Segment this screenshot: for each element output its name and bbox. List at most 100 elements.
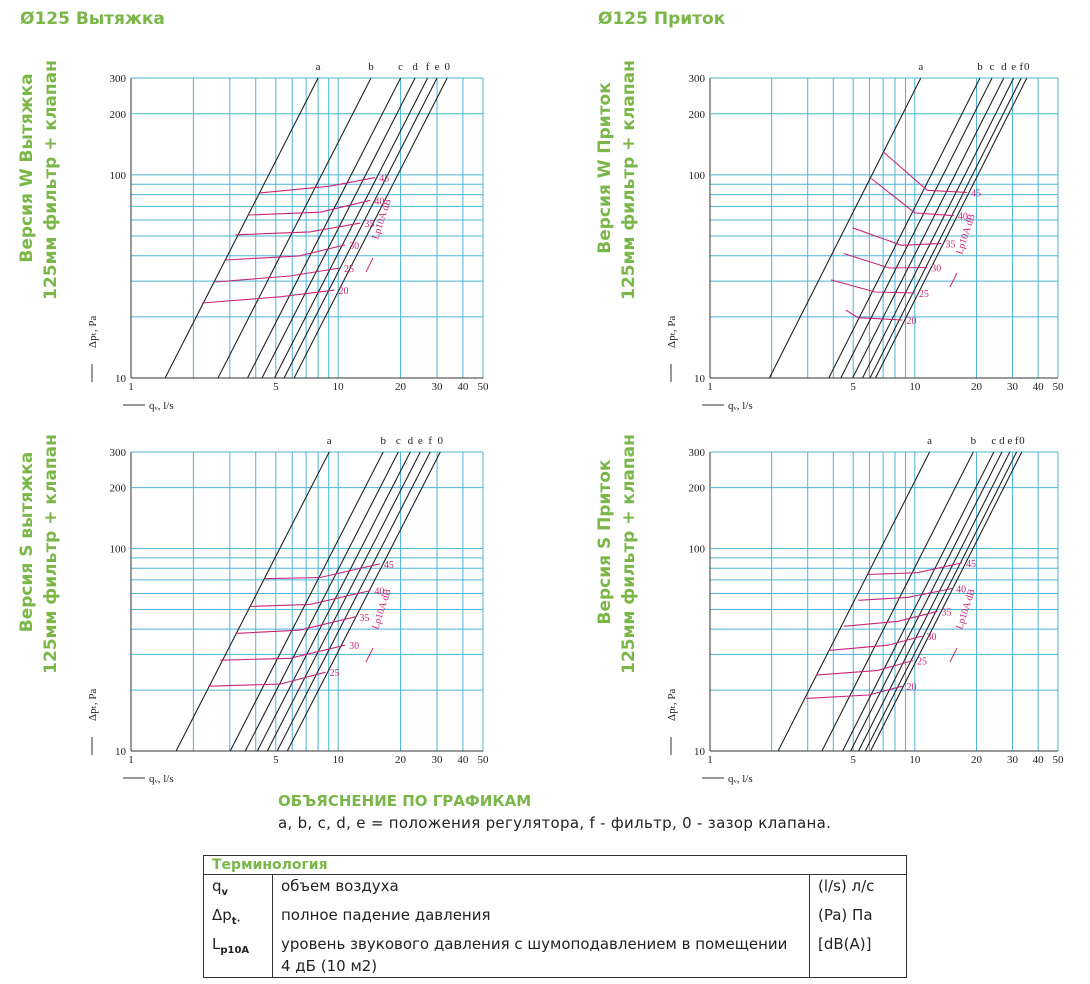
line-label: 0 [1019, 435, 1025, 447]
line-label: a [327, 435, 332, 447]
curve-label: 40 [374, 196, 384, 207]
curve-label: 30 [931, 264, 941, 275]
x-tick-label: 50 [478, 381, 490, 393]
line-label: c [398, 61, 403, 73]
line-label: f [428, 435, 432, 447]
x-tick-label: 40 [457, 381, 469, 393]
series-line [235, 222, 361, 236]
y-tick-label: 300 [689, 73, 706, 85]
table-row: Lp10A уровень звукового давления с шумопо… [203, 933, 907, 978]
x-tick-label: 30 [432, 381, 444, 393]
x-tick-label: 20 [971, 381, 983, 393]
series-line [175, 451, 330, 752]
y-tick-label: 100 [110, 170, 127, 182]
line-label: b [977, 61, 983, 73]
line-label: d [412, 61, 418, 73]
curve-label: 35 [946, 239, 956, 250]
curve-label: 35 [941, 607, 951, 618]
x-tick-label: 1 [707, 754, 713, 766]
chart-subtitle: 125мм фильтр + клапан [619, 60, 639, 300]
series-line [217, 77, 372, 379]
series-line [882, 151, 968, 193]
line-label: 0 [1024, 61, 1030, 73]
description-cell: объем воздуха [272, 874, 810, 904]
line-label: d [999, 435, 1005, 447]
x-tick-label: 20 [395, 754, 407, 766]
curve-label: 25 [344, 264, 354, 275]
x-tick-label: 30 [1007, 381, 1019, 393]
symbol-sub: v [221, 887, 229, 898]
x-tick-label: 20 [395, 381, 407, 393]
curve-label: 45 [971, 188, 981, 199]
x-tick-label: 10 [909, 381, 921, 393]
line-label: e [1007, 435, 1012, 447]
explanation-title: ОБЪЯСНЕНИЕ ПО ГРАФИКАМ [278, 792, 532, 810]
x-tick-label: 20 [971, 754, 983, 766]
series-line [248, 199, 371, 216]
x-tick-label: 50 [1053, 754, 1065, 766]
chart-title: Версия S Приток [595, 459, 615, 624]
line-label: 0 [438, 435, 444, 447]
line-label: f [1015, 435, 1019, 447]
series-line [777, 451, 931, 752]
y-tick-label: 200 [110, 109, 127, 121]
annotation-arrow [949, 272, 958, 288]
line-label: b [380, 435, 386, 447]
series-line [201, 289, 335, 304]
line-label: f [1019, 61, 1023, 73]
curve-label: 35 [364, 219, 374, 230]
series-line [870, 451, 1023, 752]
line-label: a [918, 61, 923, 73]
series-line [768, 77, 922, 379]
x-tick-label: 1 [707, 381, 713, 393]
curve-label: 25 [917, 656, 927, 667]
chart-title: Версия W Вытяжка [17, 73, 37, 262]
line-label: e [435, 61, 440, 73]
curve-label: 20 [906, 682, 916, 693]
line-label: f [426, 61, 430, 73]
line-label: d [408, 435, 414, 447]
x-tick-label: 5 [850, 381, 856, 393]
x-tick-label: 10 [333, 754, 345, 766]
series-line [821, 451, 974, 752]
line-label: 0 [444, 61, 450, 73]
symbol: Δp [212, 906, 232, 924]
series-line [816, 659, 914, 676]
x-tick-label: 10 [909, 754, 921, 766]
series-line [868, 562, 963, 576]
series-line [869, 77, 1022, 379]
curve-label: 20 [906, 316, 916, 327]
curve-label: 40 [956, 585, 966, 596]
line-label: d [1001, 61, 1007, 73]
curve-label: 40 [958, 212, 968, 223]
table-row: Δpt· полное падение давления (Pa) Па [203, 904, 907, 933]
series-line [806, 685, 903, 699]
series-line [842, 451, 995, 752]
series-line [828, 635, 923, 651]
x-tick-label: 30 [432, 754, 444, 766]
series-line [845, 309, 903, 321]
x-tick-label: 40 [1033, 381, 1045, 393]
series-line [843, 252, 928, 269]
series-line [862, 77, 1015, 379]
series-line [283, 77, 438, 379]
annotation-arrow [365, 647, 374, 663]
curve-label: 45 [379, 174, 389, 185]
series-line [235, 616, 356, 634]
series-line [215, 267, 341, 283]
series-line [266, 451, 421, 752]
line-label: e [418, 435, 423, 447]
curve-label: 35 [359, 613, 369, 624]
y-tick-label: 10 [115, 746, 127, 758]
terminology-table: Терминология qv объем воздуха (l/s) л/с Δpt… [203, 855, 907, 978]
curve-label: 30 [349, 641, 359, 652]
line-label: c [991, 435, 996, 447]
x-axis-label: qᵥ, l/s [728, 400, 753, 412]
series-line [276, 451, 431, 752]
symbol-cell: qv [203, 874, 273, 904]
curve-label: 45 [966, 559, 976, 570]
curve-label: 25 [919, 289, 929, 300]
y-axis-label: Δpₜ, Pa [87, 689, 99, 721]
curve-label: 45 [384, 560, 394, 571]
